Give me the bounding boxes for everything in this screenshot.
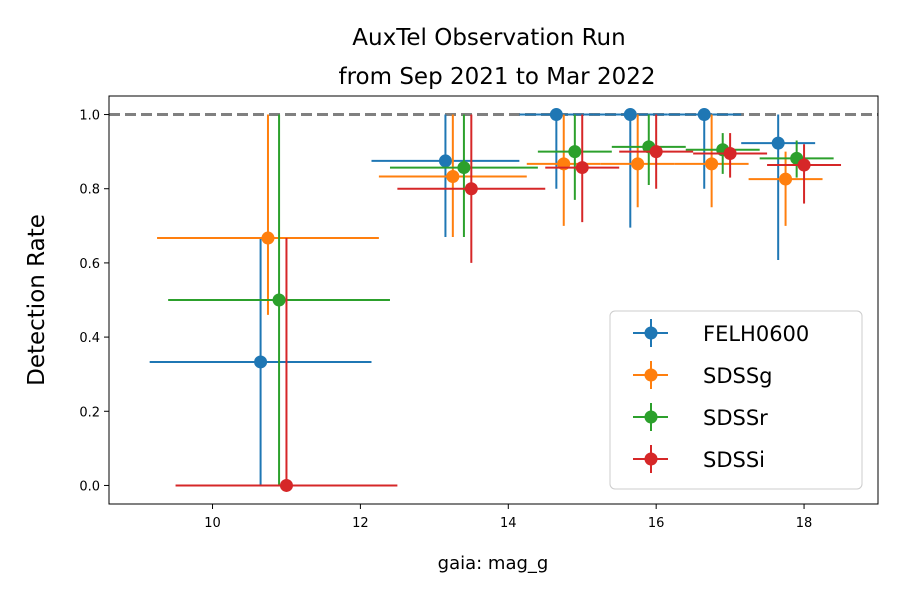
legend-item-felh0600: FELH0600 bbox=[633, 319, 809, 347]
y-tick-label: 0.4 bbox=[79, 331, 100, 346]
data-point bbox=[457, 161, 471, 175]
chart-title-line-1: AuxTel Observation Run bbox=[352, 25, 625, 51]
series-sdssg bbox=[157, 114, 823, 315]
chart-title-line-2: from Sep 2021 to Mar 2022 bbox=[339, 64, 656, 90]
data-point bbox=[254, 355, 268, 369]
legend-marker-dot bbox=[644, 326, 658, 340]
data-point bbox=[779, 172, 793, 186]
legend-items: FELH0600 SDSSg SDSSr SDSSi bbox=[633, 319, 809, 473]
legend-label: FELH0600 bbox=[703, 322, 809, 346]
data-point bbox=[464, 182, 478, 196]
data-point bbox=[623, 108, 637, 122]
legend-label: SDSSg bbox=[703, 364, 773, 388]
data-point bbox=[279, 478, 293, 492]
series-layer bbox=[149, 108, 842, 492]
y-axis-label: Detection Rate bbox=[24, 214, 50, 386]
y-tick-label: 0.6 bbox=[79, 257, 100, 272]
data-point bbox=[549, 108, 563, 122]
plot-frame bbox=[108, 95, 879, 505]
series-felh0600 bbox=[149, 108, 816, 486]
legend-label: SDSSr bbox=[703, 406, 768, 430]
series-sdssr bbox=[168, 114, 834, 486]
data-point bbox=[272, 293, 286, 307]
y-axis-ticks: 0.0 0.2 0.4 0.6 0.8 1.0 bbox=[79, 109, 109, 494]
legend-marker-dot bbox=[644, 452, 658, 466]
x-tick-label: 14 bbox=[500, 516, 517, 531]
x-axis-ticks: 10 12 14 16 18 bbox=[204, 504, 812, 531]
series-sdssi bbox=[175, 114, 842, 492]
data-point bbox=[446, 169, 460, 183]
legend-item-sdssi: SDSSi bbox=[633, 445, 765, 473]
x-axis-label: gaia: mag_g bbox=[438, 553, 549, 574]
legend-label: SDSSi bbox=[703, 448, 765, 472]
x-tick-label: 12 bbox=[352, 516, 369, 531]
x-tick-label: 10 bbox=[204, 516, 221, 531]
data-point bbox=[438, 154, 452, 168]
y-tick-label: 1.0 bbox=[79, 109, 100, 124]
x-tick-label: 18 bbox=[796, 516, 813, 531]
y-tick-label: 0.8 bbox=[79, 183, 100, 198]
legend-box bbox=[609, 310, 863, 490]
data-point bbox=[575, 161, 589, 175]
data-point bbox=[631, 157, 645, 171]
data-point bbox=[797, 158, 811, 172]
data-point bbox=[697, 108, 711, 122]
data-point bbox=[771, 136, 785, 150]
x-tick-label: 16 bbox=[648, 516, 665, 531]
y-tick-label: 0.2 bbox=[79, 405, 100, 420]
data-point bbox=[705, 157, 719, 171]
data-point bbox=[261, 231, 275, 245]
legend-marker-dot bbox=[644, 410, 658, 424]
y-tick-label: 0.0 bbox=[79, 479, 100, 494]
legend: FELH0600 SDSSg SDSSr SDSSi bbox=[609, 310, 863, 490]
legend-item-sdssr: SDSSr bbox=[633, 403, 768, 431]
data-point bbox=[568, 145, 582, 159]
data-point bbox=[723, 146, 737, 160]
chart-title: AuxTel Observation Run from Sep 2021 to … bbox=[339, 25, 656, 90]
data-point bbox=[649, 145, 663, 159]
legend-item-sdssg: SDSSg bbox=[633, 361, 773, 389]
legend-marker-dot bbox=[644, 368, 658, 382]
